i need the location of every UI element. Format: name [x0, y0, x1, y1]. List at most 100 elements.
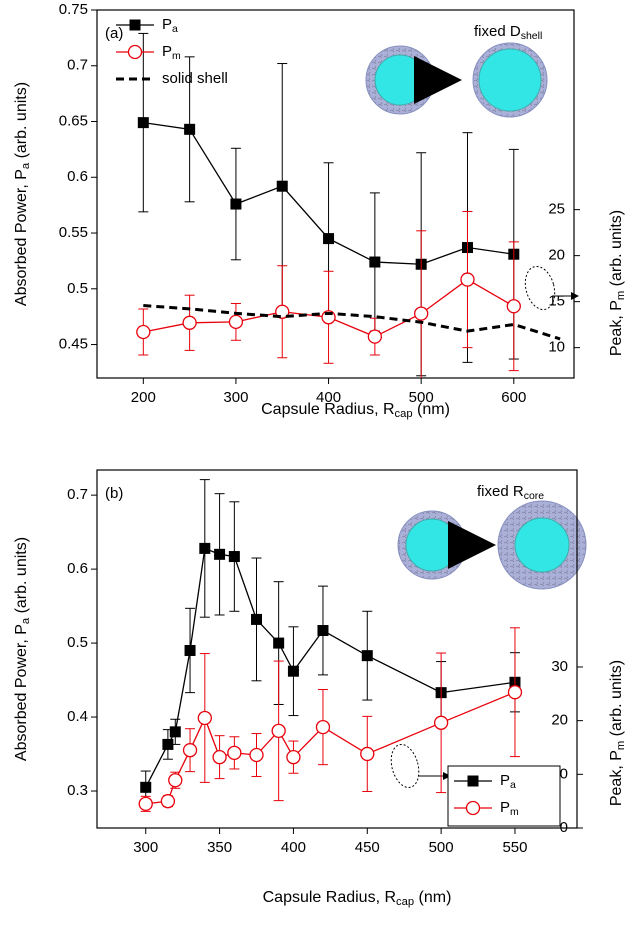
circle-marker — [138, 796, 153, 811]
circle-marker — [460, 272, 475, 287]
legend-label-subscript: a — [510, 779, 516, 791]
circle-marker — [414, 306, 429, 321]
square-marker — [199, 542, 211, 554]
square-marker — [162, 738, 174, 750]
legend-label: solid shell — [162, 70, 228, 87]
legend-label-part: P — [500, 772, 510, 789]
x-tick-label: 500 — [429, 839, 454, 856]
x-tick-label: 550 — [502, 839, 527, 856]
square-marker — [184, 644, 196, 656]
circle-marker — [506, 299, 521, 314]
circle-marker — [360, 746, 375, 762]
y-axis-label-part: (arb. units) — [13, 82, 30, 163]
circle-marker — [286, 750, 301, 765]
square-marker — [169, 726, 181, 738]
legend-label: Pm — [500, 799, 519, 818]
legend-label-subscript: m — [172, 50, 181, 62]
square-marker — [137, 117, 149, 129]
x-axis-label-part: Capsule Radius, R — [261, 401, 394, 418]
x-axis-label: Capsule Radius, Rcap (nm) — [261, 401, 450, 420]
legend-marker — [129, 19, 141, 31]
y-tick-label: 0.4 — [67, 708, 88, 725]
x-tick-label: 300 — [133, 839, 158, 856]
y-tick-label: 0.6 — [67, 560, 88, 577]
x-tick-label: 600 — [501, 389, 526, 406]
plot-frame — [96, 9, 575, 379]
y2-tick-label: 0 — [560, 819, 568, 836]
circle-marker — [228, 314, 244, 330]
circle-marker — [182, 743, 198, 758]
x-tick-label: 300 — [223, 389, 248, 406]
square-marker — [276, 180, 288, 192]
y-axis-label-part: (arb. units) — [13, 537, 30, 618]
legend-marker — [127, 44, 143, 60]
x-tick-label: 500 — [409, 389, 434, 406]
legend-box — [447, 765, 561, 827]
y-tick-label: 0.7 — [67, 57, 88, 74]
square-marker — [369, 256, 381, 268]
y2-axis-label-part: Peak, P — [608, 300, 625, 356]
circle-marker — [367, 329, 383, 344]
circle-marker — [160, 794, 176, 809]
legend-label-part: P — [162, 16, 172, 33]
circle-marker — [197, 710, 212, 726]
x-axis-label-part: Capsule Radius, R — [263, 889, 396, 906]
square-marker — [317, 625, 329, 637]
series-line — [145, 547, 516, 788]
x-tick-label: 450 — [355, 839, 380, 856]
square-marker — [361, 650, 373, 662]
square-marker — [273, 637, 285, 649]
legend-label-part: P — [500, 799, 510, 816]
square-marker — [251, 613, 263, 625]
circle-marker — [249, 747, 264, 763]
circle-marker — [227, 745, 242, 761]
y-tick-label: 0.6 — [67, 168, 88, 185]
y-tick-label: 0.55 — [59, 224, 88, 241]
inset-a — [365, 42, 579, 311]
y-tick-label: 0.65 — [59, 112, 88, 129]
square-marker — [230, 198, 242, 210]
y-tick-label: 0.75 — [59, 1, 88, 18]
y-axis-label-subscript: a — [20, 617, 32, 624]
panel-label: (b) — [105, 485, 123, 502]
x-tick-label: 400 — [316, 389, 341, 406]
note: fixed Dshell — [474, 23, 542, 42]
note-subscript: core — [524, 490, 545, 502]
square-marker — [287, 665, 299, 677]
x-axis-label-part: (nm) — [414, 889, 451, 906]
circle-marker — [212, 750, 227, 765]
y-axis-label: Absorbed Power, Pa (arb. units) — [13, 537, 32, 761]
y2-tick-label: 25 — [548, 201, 565, 218]
legend-label-part: solid shell — [162, 70, 228, 87]
legend-label-subscript: a — [172, 23, 178, 35]
data-layer — [138, 479, 523, 812]
y2-axis-label: Peak, Pm (arb. units) — [608, 660, 627, 806]
y2-axis-label-subscript: m — [615, 741, 627, 750]
square-marker — [184, 123, 196, 135]
square-marker — [323, 233, 335, 245]
y-axis-label-part: Absorbed Power, P — [13, 169, 30, 306]
circle-marker — [507, 685, 523, 700]
note-part: fixed R — [477, 483, 524, 500]
circle-marker — [315, 719, 331, 735]
note-subscript: shell — [521, 30, 543, 42]
square-marker — [228, 551, 240, 563]
y2-tick-label: 20 — [551, 712, 568, 729]
y2-tick-label: 30 — [551, 658, 568, 675]
y2-axis-label-part: (arb. units) — [608, 660, 625, 741]
x-axis-label-subscript: cap — [396, 896, 414, 908]
x-axis-label-subscript: cap — [395, 408, 413, 420]
legend-label-part: P — [162, 43, 172, 60]
y2-tick-label: 20 — [548, 247, 565, 264]
note-part: fixed D — [474, 23, 521, 40]
x-tick-label: 400 — [281, 839, 306, 856]
x-tick-label: 350 — [207, 839, 232, 856]
x-axis-label-part: (nm) — [413, 401, 450, 418]
y2-axis-label-subscript: m — [615, 291, 627, 300]
dashed-line — [143, 304, 561, 341]
data-layer — [136, 32, 561, 378]
inset-b — [390, 500, 587, 789]
square-marker — [214, 548, 226, 560]
y-axis-label: Absorbed Power, Pa (arb. units) — [13, 82, 32, 306]
